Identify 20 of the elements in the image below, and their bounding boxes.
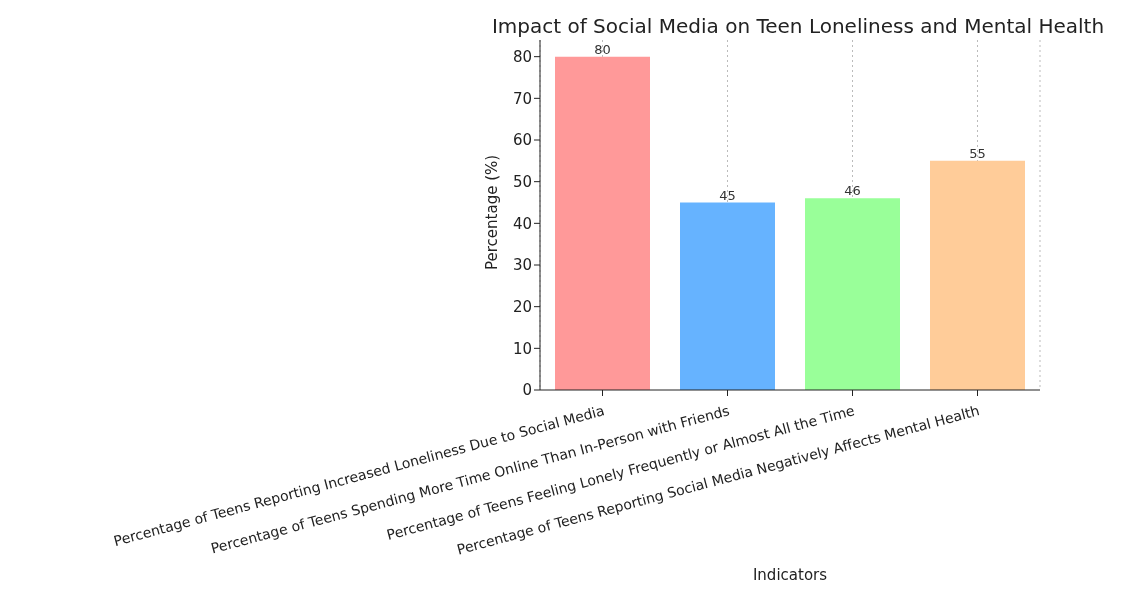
y-tick-label: 50 — [512, 172, 532, 191]
bar — [555, 56, 650, 390]
bar — [805, 198, 900, 390]
bar — [930, 160, 1025, 390]
y-tick-label: 60 — [512, 131, 532, 150]
y-axis-title: Percentage (%) — [483, 154, 502, 270]
y-tick-label: 0 — [522, 381, 532, 400]
data-label: 46 — [844, 183, 861, 199]
x-axis-title: Indicators — [752, 566, 828, 584]
data-label: 45 — [719, 187, 736, 203]
bar — [680, 202, 775, 390]
y-tick-label: 30 — [512, 256, 532, 275]
data-label: 80 — [594, 41, 611, 57]
y-tick-label: 10 — [512, 339, 532, 358]
y-tick-label: 80 — [512, 47, 532, 66]
y-tick-label: 40 — [512, 214, 532, 233]
chart-title: Impact of Social Media on Teen Loneliness and Mental Health — [490, 14, 1106, 38]
data-label: 55 — [969, 145, 986, 161]
y-tick-label: 20 — [512, 297, 532, 316]
y-tick-label: 70 — [512, 89, 532, 108]
